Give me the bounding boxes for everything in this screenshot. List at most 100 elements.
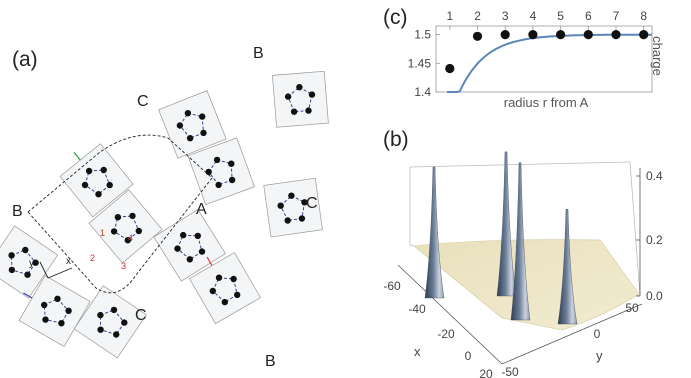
- surface-z-tick: 0.0: [646, 289, 663, 303]
- panel-label-c: (c): [383, 6, 408, 29]
- lattice-site: [114, 214, 122, 221]
- axis-indicator: y x: [29, 256, 73, 279]
- lattice-site: [228, 160, 235, 167]
- surface-peak: [424, 166, 445, 299]
- lattice-site: [298, 215, 306, 222]
- lattice-tile: [88, 189, 163, 264]
- lattice-site: [184, 110, 192, 117]
- lattice-site: [81, 181, 89, 189]
- lattice-site: [290, 108, 298, 115]
- surface-peak: [510, 162, 531, 321]
- x-tick-label: 4: [530, 9, 537, 23]
- site-number: 1: [100, 228, 105, 238]
- surface-peak: [496, 151, 517, 297]
- lattice-site: [186, 135, 194, 142]
- lattice-site: [24, 271, 31, 278]
- y-tick-label: 1.4: [414, 85, 431, 99]
- boundary-edge: [206, 256, 213, 266]
- lattice-site: [215, 274, 223, 281]
- surface-x-tick: -60: [383, 279, 401, 293]
- lattice-site: [228, 176, 236, 184]
- lattice-site: [200, 129, 207, 137]
- lattice-site: [121, 319, 128, 326]
- axis-label-y: y: [29, 258, 34, 269]
- site-number: 3: [121, 261, 126, 271]
- data-point: [583, 29, 593, 40]
- x-tick-label: 5: [557, 9, 564, 23]
- lattice-site: [58, 320, 65, 327]
- lattice-site: [97, 311, 104, 319]
- boundary-edge: [73, 151, 81, 161]
- surface-peak: [557, 209, 578, 325]
- x-axis-label: radius r from A: [504, 95, 589, 110]
- boundary-edge: [23, 292, 33, 299]
- lattice-tile: [263, 177, 323, 238]
- surface-z-tick: 0.2: [646, 233, 663, 247]
- lattice-site: [215, 181, 222, 189]
- lattice-site: [54, 295, 61, 302]
- lattice-site: [176, 122, 184, 129]
- lattice-site: [129, 212, 136, 220]
- surface-x-label: x: [414, 344, 421, 359]
- data-point: [528, 29, 538, 40]
- lattice-site: [110, 228, 118, 235]
- lattice-site: [305, 107, 312, 114]
- lattice-site: [288, 192, 295, 199]
- site-number: 2: [90, 253, 95, 263]
- surface-x-tick: 0: [465, 349, 472, 363]
- lattice-tile: [272, 70, 329, 128]
- axis-label-x: x: [66, 256, 71, 267]
- surface-y-label: y: [596, 348, 603, 363]
- region-label: A: [196, 201, 207, 218]
- x-tick-label: 2: [474, 9, 481, 23]
- lattice-site: [301, 199, 308, 206]
- data-point: [556, 29, 566, 40]
- lattice-site: [209, 287, 216, 295]
- data-point: [500, 29, 510, 40]
- lattice-tile: [153, 208, 226, 282]
- y-tick-label: 1.45: [408, 56, 432, 70]
- strip-outline: [27, 134, 213, 294]
- lattice-site: [186, 256, 193, 263]
- lattice-site: [296, 84, 303, 91]
- surface-z-tick: 0.4: [646, 169, 663, 183]
- region-label: B: [253, 45, 264, 62]
- lattice-site: [32, 259, 39, 266]
- data-point: [472, 31, 483, 41]
- data-point: [639, 29, 649, 40]
- lattice-site: [100, 166, 107, 174]
- panel-label-b: (b): [383, 128, 409, 151]
- region-label: B: [12, 203, 23, 220]
- lattice-site: [308, 91, 316, 98]
- panel-label-a: (a): [12, 48, 38, 71]
- lattice-site: [277, 202, 284, 209]
- lattice-site: [124, 237, 131, 244]
- lattice-site: [213, 156, 221, 164]
- y-axis-line: [501, 303, 643, 365]
- lattice-site: [230, 275, 237, 283]
- site-number: 4: [128, 233, 133, 243]
- lattice-tile: [73, 285, 147, 359]
- lattice-site: [199, 113, 206, 120]
- lattice-tile: [0, 225, 59, 299]
- lattice-site: [8, 266, 16, 274]
- y-axis-label: charge: [650, 36, 665, 76]
- lattice-site: [284, 217, 291, 224]
- lattice-site: [198, 248, 206, 255]
- lattice-site: [205, 168, 212, 176]
- lattice-site: [110, 306, 118, 314]
- surface-y-tick: 50: [625, 301, 639, 315]
- surface-x-tick: -20: [437, 327, 455, 341]
- lattice-site: [95, 191, 102, 198]
- surface-x-tick: 20: [479, 367, 493, 378]
- region-label: C: [135, 307, 147, 324]
- lattice-site: [22, 246, 29, 254]
- lattice-site: [42, 316, 49, 323]
- x-axis-line: [397, 264, 503, 365]
- surface-y-tick: -50: [501, 365, 519, 378]
- lattice-site: [174, 245, 181, 252]
- lattice-site: [221, 298, 228, 306]
- lattice-site: [41, 301, 48, 309]
- x-tick-label: 3: [502, 9, 509, 23]
